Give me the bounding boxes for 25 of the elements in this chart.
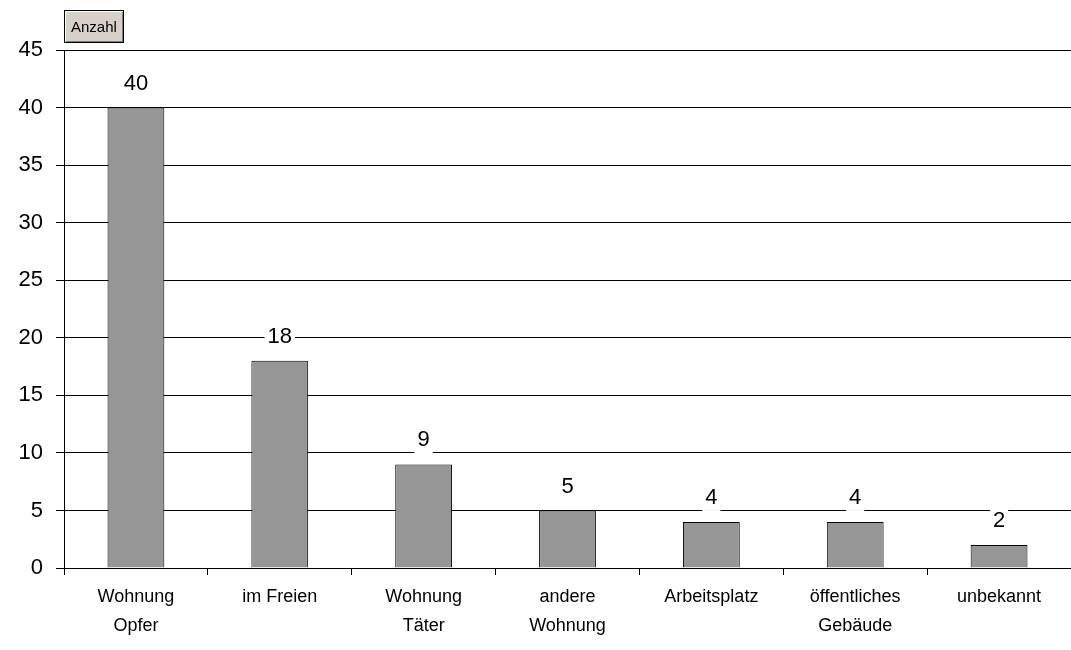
- y-tick-label: 20: [18, 323, 43, 349]
- x-tick-label: Arbeitsplatz: [664, 586, 759, 607]
- y-tick-label: 15: [18, 381, 43, 407]
- x-tick-label: im Freien: [242, 586, 318, 607]
- data-label: 4: [849, 484, 862, 510]
- y-tick-label: 35: [18, 151, 43, 177]
- x-tick-label: unbekannt: [957, 586, 1042, 607]
- data-label: 9: [417, 426, 430, 452]
- y-tick-label: 0: [30, 554, 43, 580]
- x-tick-label: andere Wohnung: [529, 586, 606, 636]
- data-label: 2: [992, 507, 1006, 533]
- data-label: 5: [561, 472, 574, 498]
- y-tick-label: 10: [18, 438, 43, 464]
- y-tick-label: 5: [30, 496, 43, 522]
- y-tick-label: 25: [18, 266, 43, 292]
- y-tick-label: 45: [18, 36, 43, 62]
- y-axis-title: Anzahl: [64, 10, 124, 43]
- x-tick-label: Wohnung Täter: [385, 586, 463, 636]
- data-label: 40: [123, 69, 149, 95]
- data-label: 18: [267, 322, 293, 348]
- y-tick-label: 40: [18, 93, 43, 119]
- data-label: 4: [705, 484, 718, 510]
- x-tick-label: Wohnung Opfer: [97, 586, 175, 636]
- x-tick-label: öffentliches Gebäude: [809, 586, 901, 636]
- y-tick-label: 30: [18, 208, 43, 234]
